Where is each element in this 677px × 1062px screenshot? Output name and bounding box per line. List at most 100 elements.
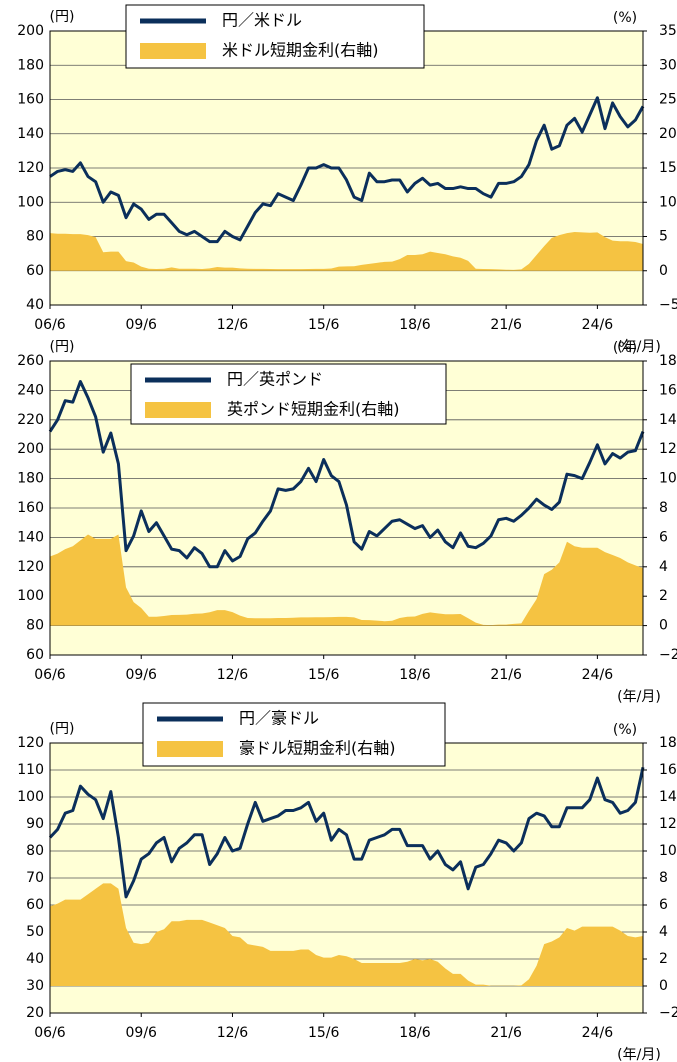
y2-tick-label: −5 — [659, 297, 677, 313]
legend-label: 豪ドル短期金利(右軸) — [239, 739, 396, 758]
x-tick-label: 15/6 — [308, 667, 340, 683]
y-tick-label: 140 — [17, 126, 44, 142]
y2-tick-label: 0 — [659, 978, 668, 994]
legend-swatch — [157, 741, 223, 757]
y2-tick-label: 30 — [659, 57, 677, 73]
x-tick-label: 09/6 — [126, 317, 158, 333]
x-tick-label: 06/6 — [34, 667, 66, 683]
y2-tick-label: 35 — [659, 23, 677, 39]
x-tick-label: 24/6 — [582, 667, 614, 683]
y2-tick-label: 14 — [659, 412, 677, 428]
y2-tick-label: 10 — [659, 843, 677, 859]
y-tick-label: 260 — [17, 353, 44, 369]
y-tick-label: 200 — [17, 441, 44, 457]
line — [48, 380, 645, 569]
x-tick-label: 18/6 — [399, 317, 431, 333]
legend-label: 円／米ドル — [222, 11, 302, 30]
x-tick-label: 21/6 — [490, 667, 522, 683]
plot-border — [49, 360, 644, 656]
x-tick-label: 21/6 — [490, 317, 522, 333]
x-tick-label: 12/6 — [217, 1025, 249, 1041]
x-tick-label: 24/6 — [582, 317, 614, 333]
y-tick-label: 100 — [17, 588, 44, 604]
legend-label: 英ポンド短期金利(右軸) — [227, 400, 400, 419]
y-tick-label: 40 — [26, 951, 44, 967]
y-axis-label: (円) — [50, 339, 75, 355]
y2-tick-label: 25 — [659, 92, 677, 108]
y-tick-label: 120 — [17, 559, 44, 575]
x-tick-label: 12/6 — [217, 317, 249, 333]
y2-axis-label: (%) — [613, 722, 637, 738]
y-tick-label: 160 — [17, 92, 44, 108]
y2-tick-label: 2 — [659, 951, 668, 967]
y2-tick-label: 10 — [659, 194, 677, 210]
legend-swatch — [145, 402, 211, 418]
y2-tick-label: 0 — [659, 263, 668, 279]
y-tick-label: 80 — [26, 618, 44, 634]
y2-tick-label: 8 — [659, 500, 668, 516]
y2-tick-label: 5 — [659, 229, 668, 245]
x-tick-label: 15/6 — [308, 1025, 340, 1041]
y-tick-label: 60 — [26, 647, 44, 663]
y-tick-label: 90 — [26, 816, 44, 832]
y-tick-label: 200 — [17, 23, 44, 39]
y-tick-label: 50 — [26, 924, 44, 940]
y2-tick-label: −2 — [659, 1005, 677, 1021]
line — [49, 96, 645, 244]
y-tick-label: 180 — [17, 471, 44, 487]
y2-tick-label: 12 — [659, 816, 677, 832]
x-tick-label: 21/6 — [490, 1025, 522, 1041]
x-tick-label: 09/6 — [126, 667, 158, 683]
y2-axis-label: (%) — [613, 340, 637, 356]
y2-tick-label: 10 — [659, 471, 677, 487]
y2-tick-label: 2 — [659, 588, 668, 604]
y-tick-label: 30 — [26, 978, 44, 994]
x-tick-label: 06/6 — [34, 317, 66, 333]
y-tick-label: 40 — [26, 297, 44, 313]
legend-label: 円／英ポンド — [227, 370, 323, 389]
y2-axis-label: (%) — [613, 10, 637, 26]
y-tick-label: 100 — [17, 789, 44, 805]
y2-tick-label: 6 — [659, 897, 668, 913]
y-tick-label: 20 — [26, 1005, 44, 1021]
y2-tick-label: 18 — [659, 735, 677, 751]
area — [50, 232, 643, 271]
y-tick-label: 100 — [17, 194, 44, 210]
y-tick-label: 220 — [17, 412, 44, 428]
y2-tick-label: 16 — [659, 762, 677, 778]
x-tick-label: 12/6 — [217, 667, 249, 683]
x-axis-label: (年/月) — [617, 1047, 661, 1062]
y-tick-label: 120 — [17, 160, 44, 176]
y-tick-label: 80 — [26, 229, 44, 245]
y-tick-label: 70 — [26, 870, 44, 886]
y2-tick-label: 6 — [659, 529, 668, 545]
y2-tick-label: 8 — [659, 870, 668, 886]
x-axis-label: (年/月) — [617, 689, 661, 705]
area — [50, 534, 643, 626]
legend-label: 円／豪ドル — [239, 709, 319, 728]
y2-tick-label: 18 — [659, 353, 677, 369]
y-tick-label: 80 — [26, 843, 44, 859]
y-axis-label: (円) — [50, 721, 75, 737]
y-tick-label: 160 — [17, 500, 44, 516]
y-tick-label: 120 — [17, 735, 44, 751]
x-tick-label: 24/6 — [582, 1025, 614, 1041]
x-tick-label: 06/6 — [34, 1025, 66, 1041]
y2-tick-label: 12 — [659, 441, 677, 457]
area — [50, 883, 643, 986]
y-tick-label: 240 — [17, 382, 44, 398]
y2-tick-label: 4 — [659, 559, 668, 575]
legend-swatch — [140, 43, 206, 59]
line — [48, 766, 645, 899]
x-tick-label: 18/6 — [399, 667, 431, 683]
x-axis-label: (年/月) — [617, 339, 661, 355]
y2-tick-label: 15 — [659, 160, 677, 176]
y2-tick-label: 14 — [659, 789, 677, 805]
y2-tick-label: 20 — [659, 126, 677, 142]
y-tick-label: 180 — [17, 57, 44, 73]
x-tick-label: 09/6 — [126, 1025, 158, 1041]
legend-label: 米ドル短期金利(右軸) — [222, 41, 379, 60]
y-axis-label: (円) — [50, 9, 75, 25]
y2-tick-label: 0 — [659, 618, 668, 634]
x-tick-label: 18/6 — [399, 1025, 431, 1041]
